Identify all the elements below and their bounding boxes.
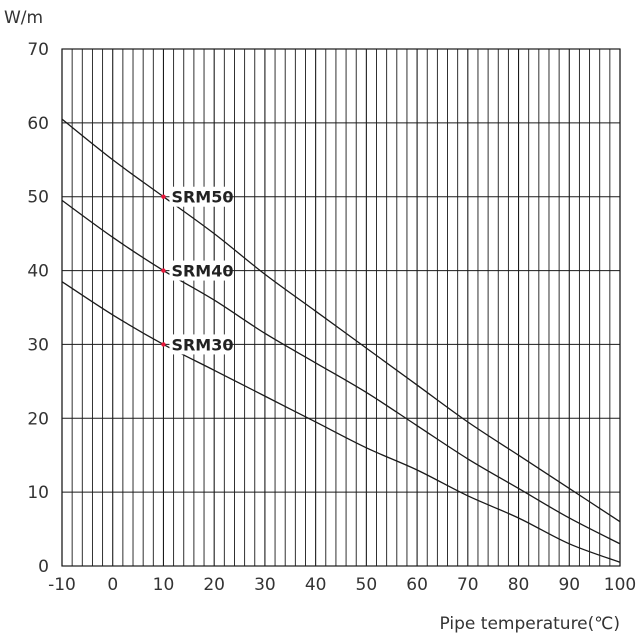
series-label-srm40: SRM40 [171,262,233,281]
series-marker-srm50 [161,194,166,199]
x-tick-label: 80 [508,575,530,595]
series-lines [61,118,621,563]
series-line-srm40 [61,199,621,545]
series-marker-srm40 [161,268,166,273]
series-line-srm50 [61,118,621,523]
series-markers: SRM50 SRM40 SRM30 [161,186,233,355]
series-marker-srm30 [161,342,166,347]
x-tick-label: 40 [305,575,327,595]
x-tick-label: 50 [356,575,378,595]
series-label-bg [169,186,226,207]
x-tick-label: 90 [558,575,580,595]
series-line-srm30 [61,281,621,563]
plot-frame [61,48,621,567]
series-label-bg [169,334,226,355]
x-tick-label: 70 [457,575,479,595]
x-tick-label: 10 [153,575,175,595]
y-tick-label: 50 [27,188,49,208]
plot-border [61,48,621,567]
y-tick-label: 60 [27,114,49,134]
y-tick-label: 70 [27,40,49,60]
x-tick-label: 20 [203,575,225,595]
x-axis-label: Pipe temperature(℃) [440,614,620,634]
y-tick-label: 20 [27,409,49,429]
y-tick-label: 0 [38,557,49,577]
series-label-bg [169,260,226,281]
y-tick-labels: 0 10 20 30 40 50 60 70 [27,40,49,577]
series-label-srm50: SRM50 [171,188,233,207]
y-tick-label: 40 [27,262,49,282]
y-tick-label: 30 [27,335,49,355]
x-tick-label: 60 [406,575,428,595]
y-tick-label: 10 [27,483,49,503]
x-tick-labels: -10 0 10 20 30 40 50 60 70 80 90 100 [48,575,636,595]
x-tick-label: 30 [254,575,276,595]
x-tick-label: -10 [48,575,76,595]
series-label-srm30: SRM30 [171,335,233,354]
x-tick-label: 0 [107,575,118,595]
x-tick-label: 100 [604,575,636,595]
grid-lines [61,48,621,567]
y-axis-label: W/m [4,8,43,28]
